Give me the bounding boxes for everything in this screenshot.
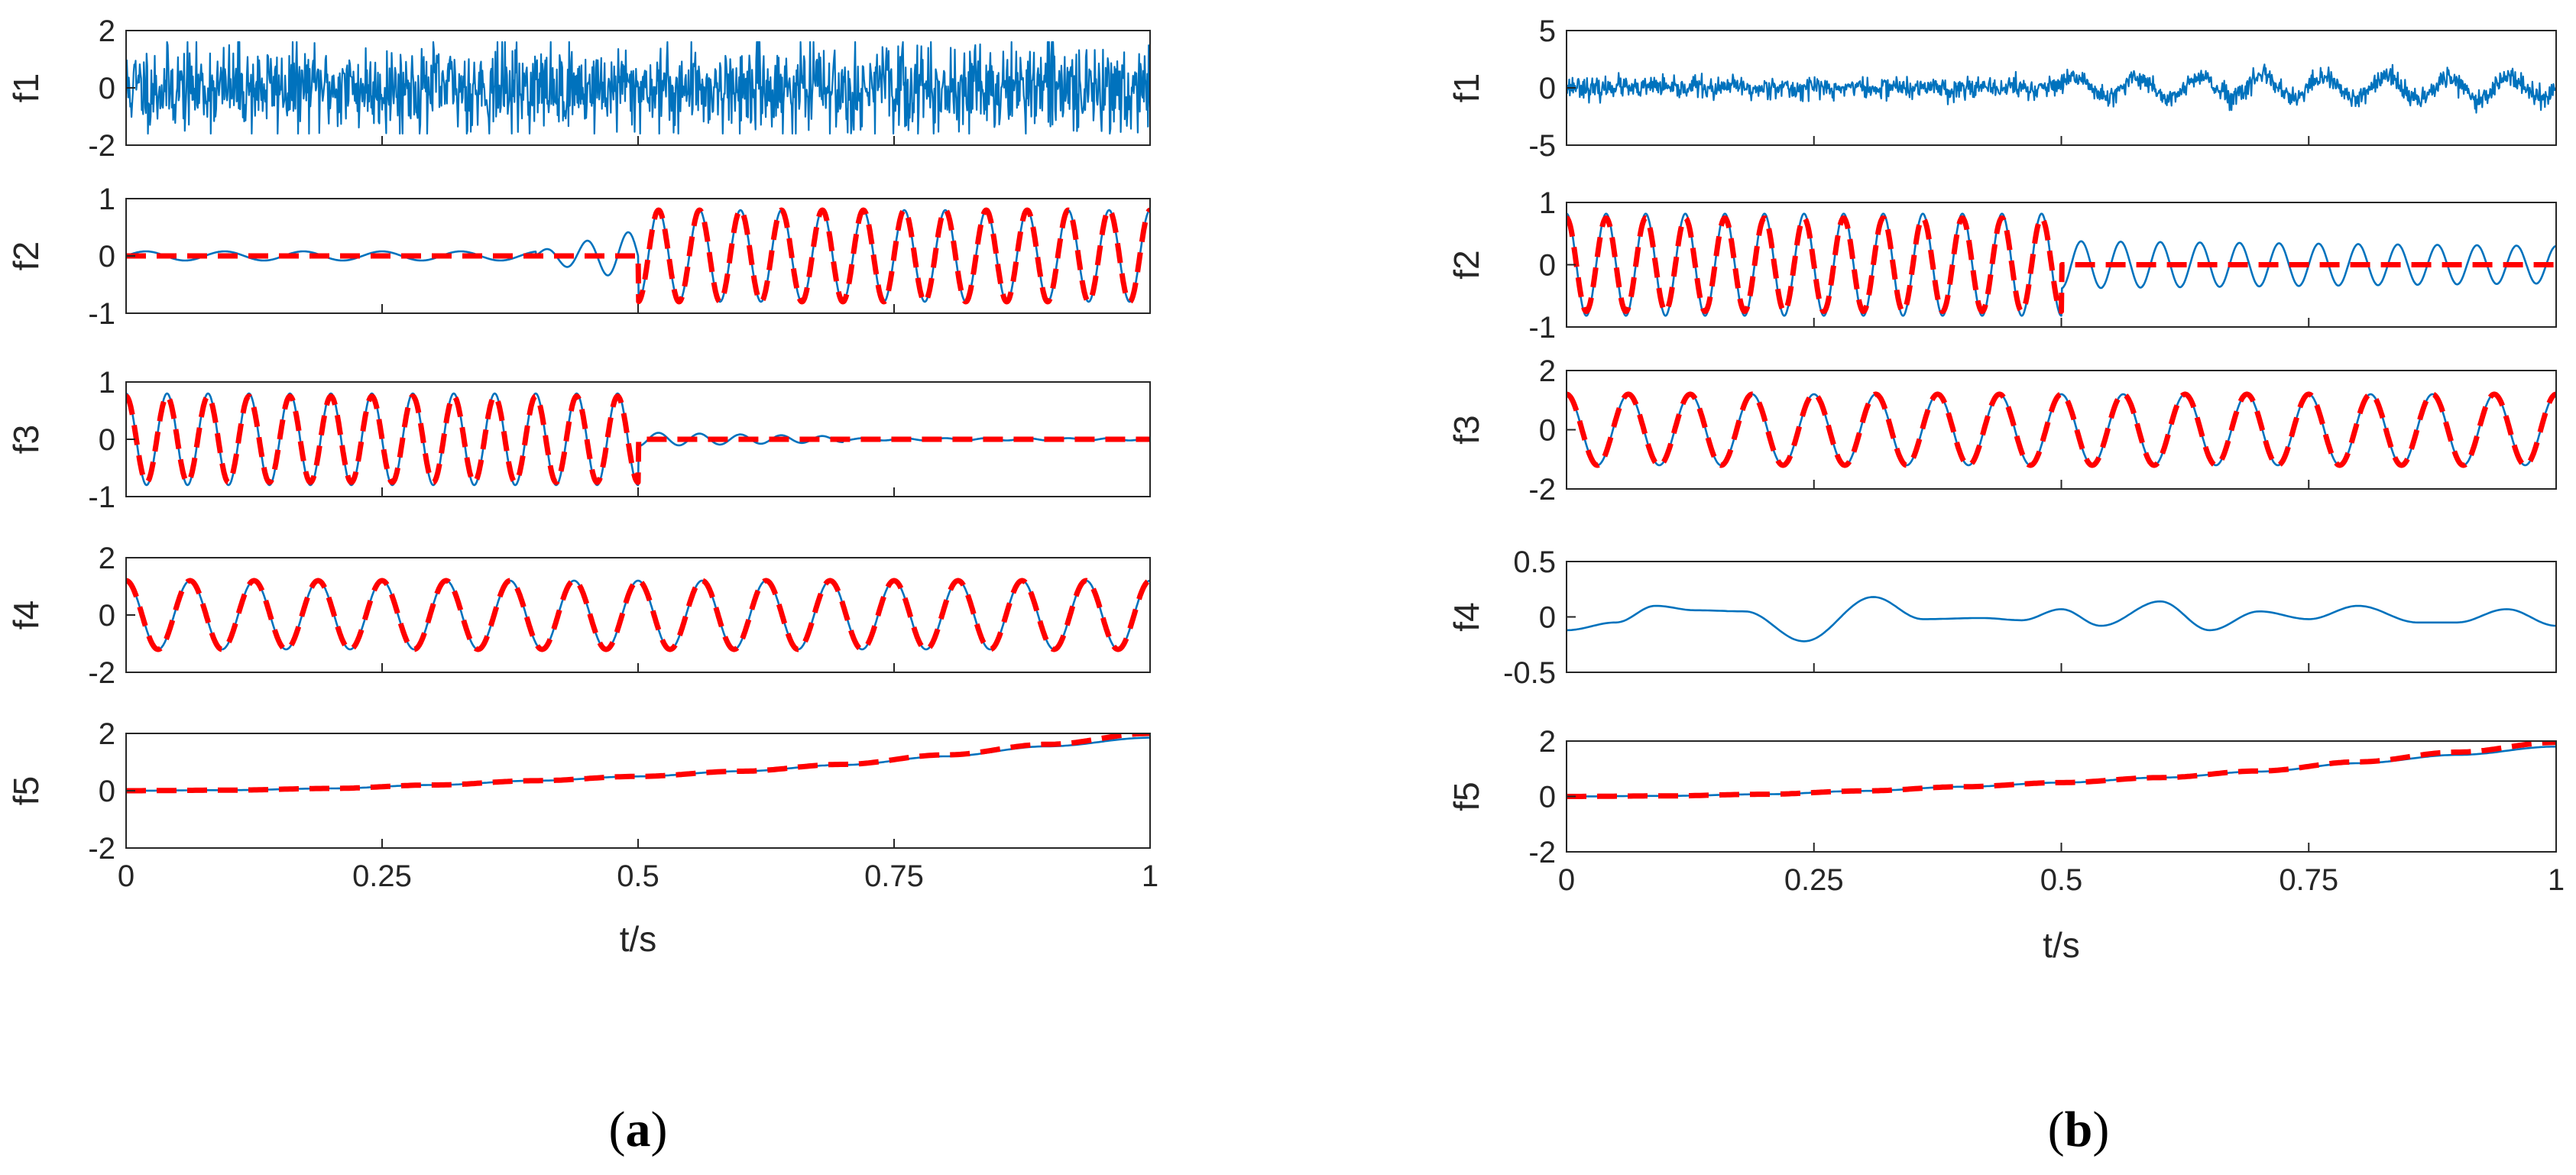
panel-b-caption-open: ( [2048, 1102, 2065, 1157]
y-tick-label: 0 [99, 599, 115, 633]
x-tick-label: 1 [2548, 863, 2565, 897]
y-tick-label: 0 [1539, 72, 1556, 105]
x-tick-label: 0 [118, 859, 134, 893]
x-axis-label: t/s [620, 919, 657, 959]
panel-a-caption-close: ) [651, 1102, 668, 1157]
x-tick-label: 0.5 [617, 859, 659, 893]
y-tick-label: -2 [1528, 836, 1556, 869]
series-f3-true [126, 393, 1150, 485]
y-tick-label: 0 [99, 423, 115, 457]
y-tick-label: 2 [99, 542, 115, 575]
panel-a-subplot-4: -2 0 2 f4 [6, 542, 1151, 690]
panel-b-subplot-4: -0.5 0 0.5 f4 [1447, 545, 2557, 690]
y-tick-label: -1 [1528, 311, 1556, 345]
y-axis-label: f2 [6, 241, 46, 270]
y-tick-label: 2 [99, 15, 115, 48]
panel-b-caption-letter: b [2065, 1102, 2093, 1157]
x-tick-label: 0.25 [1784, 863, 1844, 897]
panel-a-caption-letter: a [626, 1102, 651, 1157]
y-tick-label: -1 [88, 297, 115, 331]
y-tick-label: 0 [99, 775, 115, 808]
panel-a-subplot-2: -1 0 1 f2 [6, 183, 1151, 331]
y-tick-label: 0 [1539, 781, 1556, 814]
y-tick-label: -2 [88, 656, 115, 690]
y-tick-label: 1 [99, 366, 115, 400]
y-axis-label: f3 [1447, 415, 1486, 444]
y-tick-label: -2 [88, 129, 115, 163]
y-axis-label: f5 [1447, 782, 1486, 811]
y-tick-label: 2 [99, 717, 115, 751]
y-axis-label: f1 [6, 73, 46, 102]
y-tick-label: -2 [1528, 473, 1556, 507]
x-tick-label: 0.75 [2279, 863, 2338, 897]
series-f2-true [126, 207, 1150, 305]
y-tick-label: 1 [99, 183, 115, 216]
panel-b-subplot-3: -2 0 2 f3 [1447, 354, 2557, 507]
y-tick-label: -1 [88, 481, 115, 514]
y-tick-label: 0 [1539, 601, 1556, 635]
y-axis-label: f2 [1447, 250, 1486, 279]
y-tick-label: 2 [1539, 725, 1556, 759]
x-tick-label: 0.25 [352, 859, 412, 893]
x-tick-label: 0.5 [2040, 863, 2083, 897]
panel-a-subplot-3: -1 0 1 f3 [6, 366, 1151, 514]
panel-b-subplot-1: -5 0 5 f1 [1447, 15, 2557, 163]
y-tick-label: 0 [99, 72, 115, 105]
y-axis-label: f1 [1447, 73, 1486, 102]
y-axis-label: f5 [6, 776, 46, 805]
y-tick-label: 0.5 [1513, 545, 1556, 579]
panel-b-caption: (b) [2048, 1102, 2110, 1157]
series-f4-true [126, 578, 1150, 652]
x-tick-label: 0 [1558, 863, 1575, 897]
panel-a-caption-open: ( [609, 1102, 626, 1157]
x-tick-label: 0.75 [864, 859, 924, 893]
series-f5-true [126, 733, 1150, 794]
y-tick-label: 5 [1539, 15, 1556, 48]
y-axis-label: f3 [6, 425, 46, 454]
x-tick-label: 1 [1142, 859, 1158, 893]
y-tick-label: -2 [88, 832, 115, 866]
panel-b-subplot-2: -1 0 1 f2 [1447, 186, 2557, 345]
y-tick-label: 0 [1539, 414, 1556, 448]
series-f2-true [1567, 215, 2556, 315]
y-tick-label: 0 [99, 240, 115, 274]
y-axis-label: f4 [6, 600, 46, 630]
y-tick-label: 2 [1539, 354, 1556, 388]
panel-b-caption-close: ) [2092, 1102, 2109, 1157]
series-f5-true [1567, 741, 2556, 799]
panel-a-caption: (a) [609, 1102, 668, 1157]
series-f3-estimated [1567, 393, 2556, 467]
series-f4-residual [1567, 596, 2556, 643]
y-tick-label: -5 [1528, 129, 1556, 163]
x-axis-label: t/s [2043, 925, 2080, 965]
series-f1-mixed-signal [126, 40, 1150, 135]
series-f1-mixed-signal [1567, 63, 2556, 114]
y-axis-label: f4 [1447, 602, 1486, 631]
y-tick-label: -0.5 [1503, 656, 1556, 690]
panel-a-subplot-1: -2 0 2 f1 [6, 15, 1151, 163]
y-tick-label: 1 [1539, 186, 1556, 220]
y-tick-label: 0 [1539, 249, 1556, 283]
